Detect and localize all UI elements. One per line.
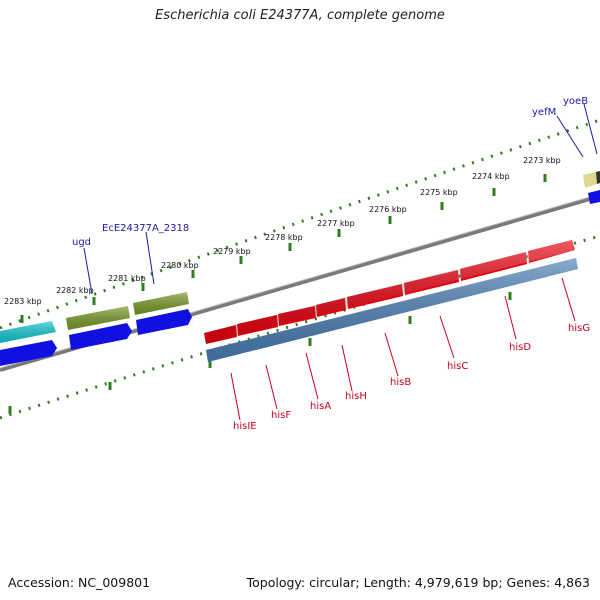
topology-text: Topology: circular; Length: 4,979,619 bp… — [246, 575, 590, 590]
his-operon-steel[interactable] — [206, 258, 578, 362]
gene-label-hisg: hisG — [568, 323, 590, 334]
gene-blue-2[interactable] — [69, 323, 132, 350]
gene-ece24377a-2318[interactable] — [133, 292, 189, 315]
gene-label-yefm: yefM — [532, 107, 556, 118]
gene-blue-3[interactable] — [136, 309, 192, 335]
gene-label-ugd: ugd — [72, 237, 91, 248]
genome-title: Escherichia coli E24377A, complete genom… — [155, 8, 445, 23]
accession-text: Accession: NC_009801 — [8, 575, 151, 590]
kbp-label-2276: 2276 kbp — [369, 205, 407, 214]
gene-label-hisd: hisD — [509, 342, 531, 353]
kbp-label-2280: 2280 kbp — [161, 261, 199, 270]
major-ticks — [8, 174, 547, 414]
gene-label-yoeb: yoeB — [563, 96, 588, 107]
kbp-label-2279: 2279 kbp — [213, 247, 251, 256]
kbp-label-2283: 2283 kbp — [4, 297, 42, 306]
gene-label-ece24377a-2318: EcE24377A_2318 — [102, 223, 189, 234]
gene-blue-1[interactable] — [0, 340, 57, 366]
gene-cyan[interactable] — [0, 321, 56, 343]
gene-label-hisf: hisF — [271, 410, 291, 421]
gene-label-hisb: hisB — [390, 377, 411, 388]
kbp-label-2274: 2274 kbp — [472, 172, 510, 181]
gene-label-hish: hisH — [345, 391, 367, 402]
kbp-label-2281: 2281 kbp — [108, 274, 146, 283]
leader-lines — [83, 103, 598, 421]
gene-label-hisa: hisA — [310, 401, 331, 412]
gene-yefm[interactable] — [583, 172, 597, 188]
kbp-label-2273: 2273 kbp — [523, 156, 561, 165]
gene-ugd[interactable] — [66, 306, 130, 330]
gene-label-hisie: hisIE — [233, 421, 257, 432]
kbp-label-2282: 2282 kbp — [56, 286, 94, 295]
kbp-label-2277: 2277 kbp — [317, 219, 355, 228]
gene-label-hisc: hisC — [447, 361, 468, 372]
gene-blue-4[interactable] — [588, 190, 600, 204]
gene-yoeb[interactable] — [596, 171, 600, 184]
kbp-label-2278: 2278 kbp — [265, 233, 303, 242]
kbp-label-2275: 2275 kbp — [420, 188, 458, 197]
